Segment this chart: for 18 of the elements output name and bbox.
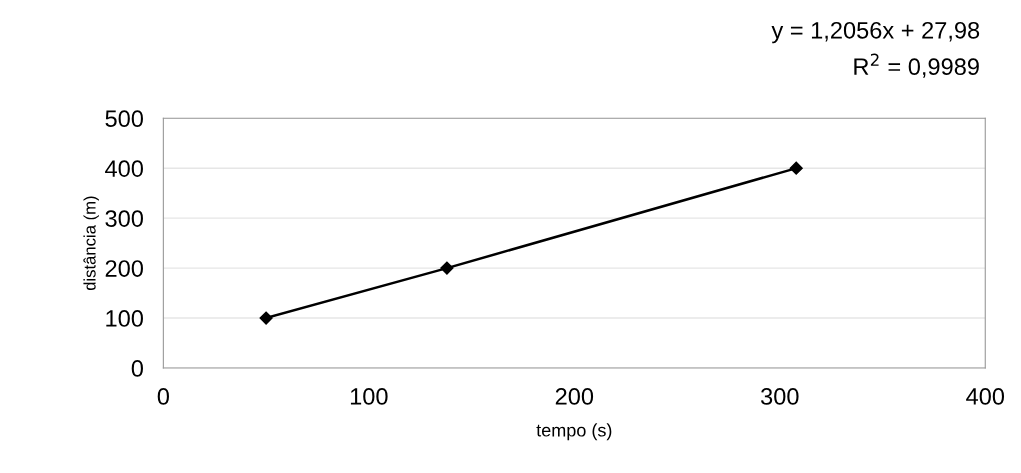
y-tick-label: 300 — [105, 210, 143, 227]
y-tick-label: 0 — [131, 360, 143, 377]
x-tick-label: 300 — [760, 388, 799, 405]
x-tick-label: 100 — [350, 388, 388, 405]
text: y = 1,2056x + 27,98 — [771, 21, 980, 44]
point — [789, 161, 803, 175]
x-tick-label: 400 — [966, 388, 1005, 405]
y-axis-title: distância (m) — [83, 196, 99, 291]
point — [440, 261, 454, 275]
point — [259, 311, 273, 325]
x-axis-title: tempo (s) — [536, 423, 612, 441]
y-tick-label: 500 — [105, 110, 143, 128]
x-tick-label: 200 — [555, 388, 594, 405]
x-tick-label: 0 — [157, 388, 169, 405]
text: R$^{2}$ = 0,9989 — [854, 53, 979, 78]
y-tick-label: 200 — [105, 260, 143, 277]
y-tick-label: 400 — [105, 160, 143, 177]
y-tick-label: 100 — [106, 310, 143, 327]
